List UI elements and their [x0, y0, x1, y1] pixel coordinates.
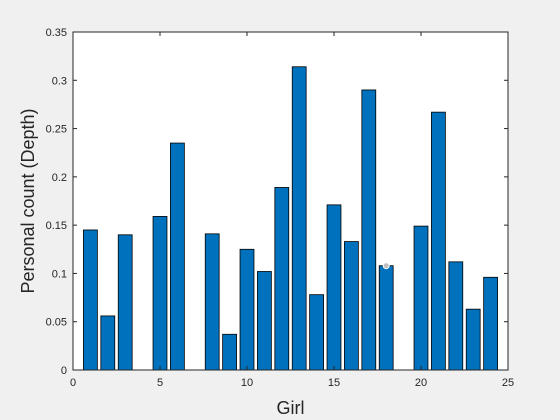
bar-1: [83, 229, 98, 371]
x-tick-label: 25: [502, 377, 514, 389]
bar-9: [222, 333, 237, 371]
y-tick-label: 0: [61, 365, 67, 377]
x-tick-label: 10: [241, 377, 253, 389]
bar-18: [378, 265, 394, 371]
bar-15: [326, 204, 342, 371]
y-tick-label: 0.2: [52, 172, 67, 184]
x-tick-label: 15: [328, 377, 340, 389]
bar-24: [483, 276, 498, 371]
y-tick-label: 0.35: [46, 27, 67, 39]
bar-2: [100, 315, 116, 371]
bar-3: [117, 234, 133, 371]
plot-area-frame: [72, 31, 509, 371]
bar-11: [257, 271, 272, 371]
x-tick-label: 20: [415, 377, 427, 389]
ticks-group: 0 5 10 15 20 25 0 0.05 0.1 0.15 0.2 0.25 0.3 0.35: [46, 27, 515, 389]
y-axis-label: Personal count (Depth): [18, 108, 38, 293]
y-tick-label: 0.25: [46, 124, 67, 136]
y-tick-label: 0.05: [46, 317, 67, 329]
bar-12: [274, 187, 290, 371]
bar-21: [431, 111, 446, 371]
bars-group: [83, 66, 498, 371]
x-axis-label: Girl: [277, 398, 305, 418]
bar-10: [239, 248, 255, 371]
bar-8: [204, 233, 220, 371]
bar-6: [170, 142, 185, 371]
bar-14: [309, 294, 324, 371]
bar-17: [361, 89, 377, 371]
bar-5: [152, 216, 168, 371]
bar-20: [413, 225, 429, 371]
y-tick-label: 0.3: [52, 75, 67, 87]
x-tick-label: 5: [157, 377, 163, 389]
data-cursor-marker: [382, 262, 390, 270]
bar-16: [344, 241, 359, 371]
bar-23: [465, 308, 481, 371]
y-tick-label: 0.15: [46, 220, 67, 232]
y-tick-label: 0.1: [52, 268, 67, 280]
x-tick-label: 0: [70, 377, 76, 389]
bar-22: [448, 261, 464, 371]
bar-13: [291, 66, 307, 371]
